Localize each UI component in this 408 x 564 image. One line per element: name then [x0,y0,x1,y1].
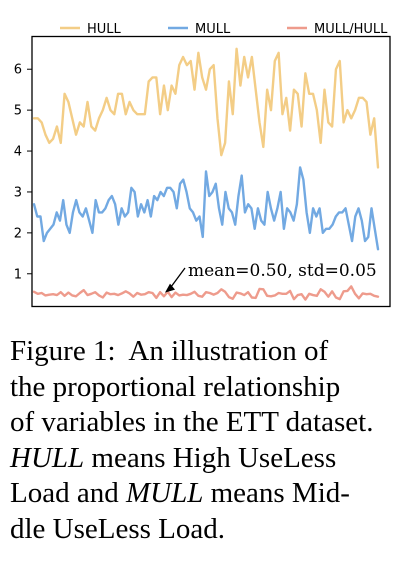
annotation-label: mean=0.50, std=0.05 [188,261,377,281]
figure-caption: Figure 1: An illustration of the proport… [10,334,404,547]
annotation: mean=0.50, std=0.05 [165,261,377,293]
caption-hull-definition: means High UseLess [84,441,337,474]
caption-line-1: Figure 1: An illustration of [10,335,329,367]
line-chart: HULL MULL MULL/HULL 1 2 3 4 5 6 mean=0.50, std=… [14,22,391,308]
y-tick-label: 4 [14,145,22,160]
y-tick-label: 2 [14,226,22,241]
y-tick-label: 5 [14,104,22,119]
legend-label: HULL [87,22,122,37]
series-line-hull [32,47,380,169]
caption-line-2: the proportional relationship [10,370,341,403]
annotation-arrow-head [165,283,175,293]
legend-label: MULL/HULL [314,22,388,37]
y-tick-label: 6 [14,63,22,78]
caption-line-3: of variables in the ETT dataset. [10,406,374,438]
series-line-mull-hull [32,285,380,301]
caption-line-6: dle UseLess Load. [10,512,226,545]
y-tick-label: 3 [14,185,22,200]
legend: HULL MULL MULL/HULL [60,22,388,37]
hull-abbreviation: HULL [10,441,85,474]
plot-frame [31,35,391,308]
caption-load-and: Load and [10,477,126,509]
y-tick-label: 1 [14,267,22,282]
y-axis: 1 2 3 4 5 6 [14,63,32,282]
caption-mull-definition: means Mid- [203,477,350,509]
caption-line-5: Load and MULL means Mid- [10,476,404,512]
series-line-mull [32,166,380,251]
series-lines [32,47,380,301]
mull-abbreviation: MULL [125,477,204,509]
legend-label: MULL [195,22,231,37]
caption-line-4: HULL means High UseLess [10,441,404,477]
